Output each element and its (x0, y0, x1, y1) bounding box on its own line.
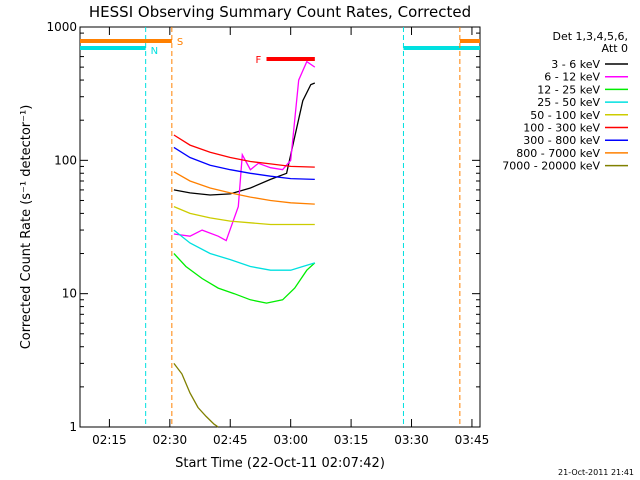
x-tick-label: 02:30 (153, 433, 188, 447)
legend-label: 300 - 800 keV (523, 134, 600, 147)
x-axis-label: Start Time (22-Oct-11 02:07:42) (175, 456, 385, 471)
series-line-4 (173, 229, 315, 271)
flag-label-f: F (256, 55, 262, 66)
x-tick-label: 03:15 (334, 433, 369, 447)
y-tick-label: 1000 (46, 20, 77, 34)
y-axis-label: Corrected Count Rate (s⁻¹ detector⁻¹) (19, 105, 34, 350)
series-line-3 (173, 253, 316, 304)
y-tick-labels: 1 10 100 1000 (46, 20, 77, 434)
series-lines (173, 60, 316, 428)
x-tick-label: 02:15 (92, 433, 127, 447)
legend-label: 6 - 12 keV (544, 71, 600, 84)
flag-bars: N S F (80, 27, 480, 427)
plot-frame (79, 26, 481, 428)
legend-label: 7000 - 20000 keV (502, 160, 600, 173)
flag-label-s: S (177, 37, 183, 48)
series-line-1 (173, 82, 316, 196)
series-line-7 (173, 146, 315, 181)
legend-label: 3 - 6 keV (551, 58, 600, 71)
x-tick-label: 02:45 (213, 433, 248, 447)
series-line-8 (173, 171, 315, 205)
series-line-9 (173, 363, 219, 428)
legend-label: 800 - 7000 keV (516, 147, 600, 160)
y-tick-label: 100 (54, 153, 77, 167)
footer-date: 21-Oct-2011 21:41 (558, 468, 634, 477)
x-tick-label: 03:30 (394, 433, 429, 447)
legend-label: 12 - 25 keV (537, 83, 600, 96)
y-tick-label: 10 (62, 287, 77, 301)
legend-label: 25 - 50 keV (537, 96, 600, 109)
legend-label: 100 - 300 keV (523, 122, 600, 135)
series-line-6 (173, 134, 315, 168)
x-tick-label: 03:45 (455, 433, 490, 447)
y-tick-label: 1 (69, 420, 77, 434)
legend-header-line-1: Det 1,3,4,5,6, (552, 30, 628, 43)
series-line-5 (173, 206, 315, 226)
axis-ticks (80, 26, 480, 428)
legend-label: 50 - 100 keV (530, 109, 600, 122)
x-tick-labels: 02:15 02:30 02:45 03:00 03:15 03:30 03:45 (92, 433, 489, 447)
legend-header-line-2: Att 0 (602, 42, 628, 55)
chart-title: HESSI Observing Summary Count Rates, Cor… (89, 3, 471, 21)
flag-label-n: N (151, 46, 158, 57)
x-tick-label: 03:00 (273, 433, 308, 447)
series-line-2 (173, 60, 316, 242)
